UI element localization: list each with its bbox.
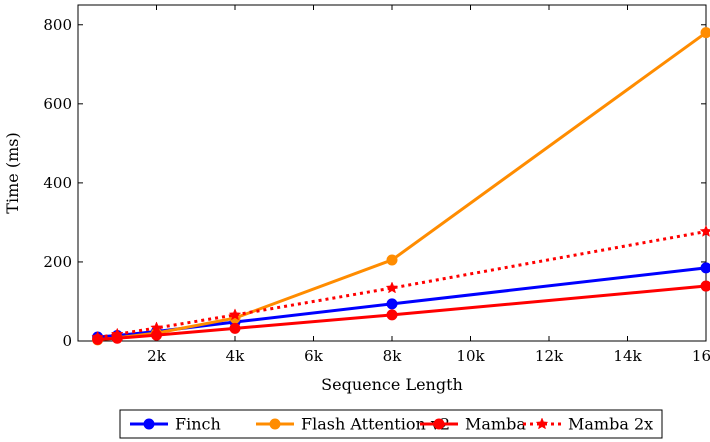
series-mamba-2x xyxy=(91,224,710,343)
series-line xyxy=(97,284,707,341)
x-axis-title: Sequence Length xyxy=(321,375,463,394)
legend-entry: Finch xyxy=(130,415,221,434)
data-point xyxy=(151,329,162,341)
data-point xyxy=(386,309,398,321)
data-point xyxy=(228,308,242,321)
x-tick-label: 14k xyxy=(613,347,642,365)
legend: Finch Flash Attention v2 Mamba Mamba 2x xyxy=(119,409,663,439)
x-tick-label: 8k xyxy=(383,347,403,365)
legend-box xyxy=(119,409,663,439)
data-point xyxy=(110,327,124,340)
series-line xyxy=(97,230,707,339)
y-tick-label: 600 xyxy=(43,95,72,113)
data-point xyxy=(386,254,398,266)
legend-label: Flash Attention v2 xyxy=(301,415,450,434)
legend-swatch-marker xyxy=(535,417,549,430)
y-tick-label: 400 xyxy=(43,174,72,192)
x-tick-label: 16k xyxy=(692,347,710,365)
y-axis-title: Time (ms) xyxy=(3,132,22,213)
ticks: 2k 4k 6k 8k 10k 12k 14k 16k 0 200 400 600 800 xyxy=(43,5,710,365)
series-flash-attention-v2 xyxy=(92,27,710,346)
series-mamba xyxy=(92,280,710,345)
series-layer xyxy=(91,27,710,346)
series-finch xyxy=(92,262,710,343)
data-point xyxy=(700,280,710,292)
legend-label: Mamba xyxy=(465,415,526,434)
x-tick-label: 12k xyxy=(535,347,564,365)
y-tick-label: 800 xyxy=(43,16,72,34)
x-tick-label: 4k xyxy=(226,347,246,365)
legend-swatch-marker xyxy=(269,418,281,430)
data-point xyxy=(386,298,398,310)
y-tick-label: 0 xyxy=(62,332,72,350)
legend-label: Mamba 2x xyxy=(568,415,653,434)
legend-entry: Flash Attention v2 xyxy=(256,415,450,434)
data-point xyxy=(91,330,104,343)
legend-swatch-marker xyxy=(143,418,155,430)
x-tick-label: 2k xyxy=(147,347,167,365)
data-point xyxy=(699,224,710,237)
x-tick-label: 6k xyxy=(304,347,324,365)
data-point xyxy=(700,27,710,39)
y-tick-label: 200 xyxy=(43,253,72,271)
data-point xyxy=(229,322,241,334)
legend-label: Finch xyxy=(175,415,221,434)
data-point xyxy=(385,281,399,294)
legend-entry: Mamba xyxy=(420,415,526,434)
data-point xyxy=(700,262,710,274)
legend-swatch-marker xyxy=(433,418,445,430)
x-tick-label: 10k xyxy=(456,347,485,365)
data-point xyxy=(150,321,163,334)
legend-entry: Mamba 2x xyxy=(523,415,653,434)
